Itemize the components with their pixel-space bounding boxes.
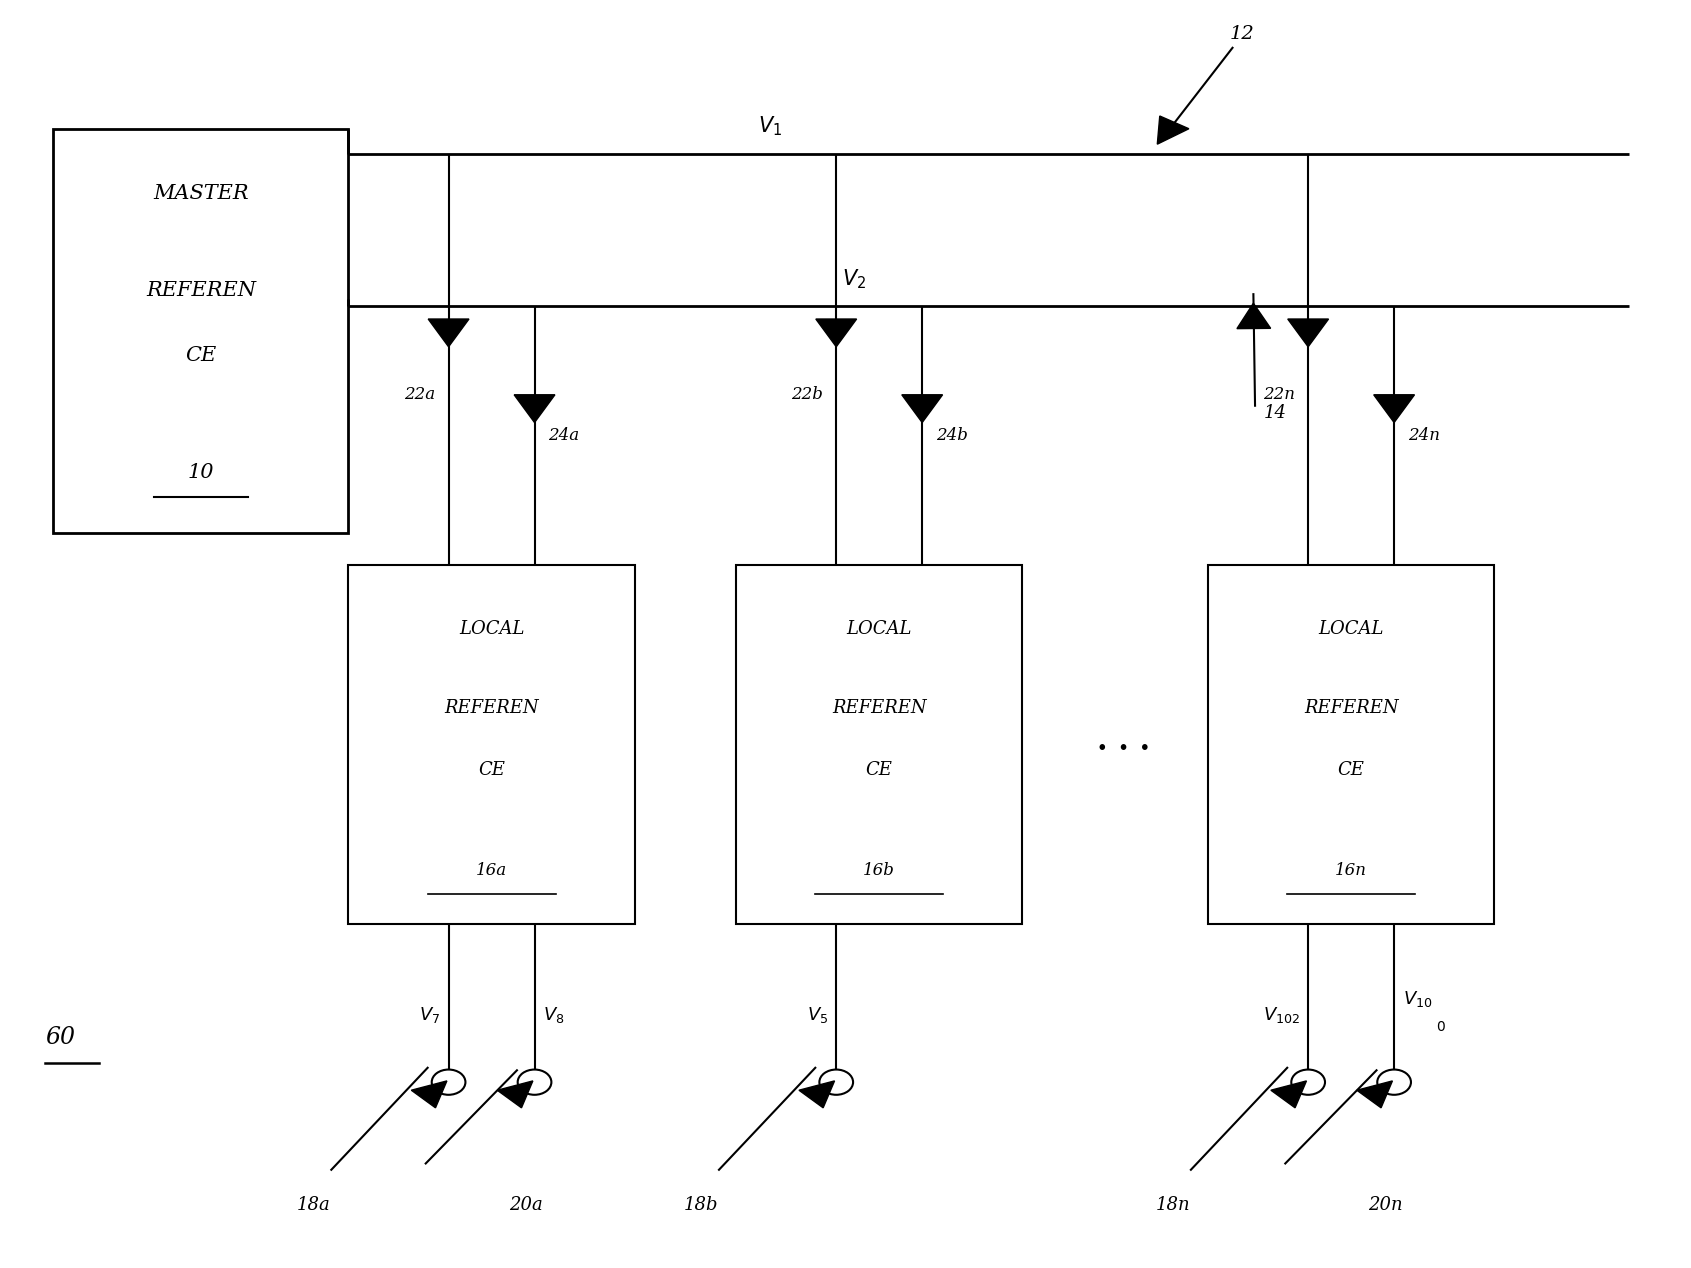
Text: 22a: 22a	[404, 387, 435, 403]
Text: CE: CE	[186, 346, 216, 365]
Text: LOCAL: LOCAL	[1319, 620, 1383, 638]
Polygon shape	[798, 1080, 835, 1108]
Text: MASTER: MASTER	[152, 184, 249, 203]
Text: 10: 10	[188, 463, 215, 482]
Text: REFEREN: REFEREN	[1304, 700, 1398, 718]
Text: REFEREN: REFEREN	[832, 700, 927, 718]
Polygon shape	[428, 320, 468, 346]
Text: 18a: 18a	[298, 1196, 331, 1213]
Text: $0$: $0$	[1436, 1021, 1446, 1035]
Text: $V_7$: $V_7$	[419, 1006, 440, 1026]
Text: $V_{102}$: $V_{102}$	[1263, 1006, 1300, 1026]
Text: 24a: 24a	[548, 426, 578, 444]
Polygon shape	[1289, 320, 1329, 346]
Text: REFEREN: REFEREN	[445, 700, 539, 718]
Text: 12: 12	[1229, 25, 1255, 43]
Text: 24n: 24n	[1407, 426, 1439, 444]
Bar	[736, 564, 1023, 924]
Bar	[1207, 564, 1495, 924]
Text: 16b: 16b	[864, 862, 895, 879]
Polygon shape	[1373, 394, 1414, 422]
Text: 18b: 18b	[685, 1196, 719, 1213]
Text: 16a: 16a	[475, 862, 507, 879]
Polygon shape	[901, 394, 942, 422]
Text: 18n: 18n	[1157, 1196, 1190, 1213]
Text: 20a: 20a	[509, 1196, 543, 1213]
Polygon shape	[497, 1080, 533, 1108]
Text: CE: CE	[1338, 761, 1365, 779]
Text: REFEREN: REFEREN	[145, 281, 255, 301]
Bar	[348, 564, 634, 924]
Text: $V_2$: $V_2$	[842, 268, 866, 290]
Text: CE: CE	[479, 761, 506, 779]
Bar	[54, 129, 348, 533]
Text: $V_5$: $V_5$	[807, 1006, 829, 1026]
Text: 24b: 24b	[935, 426, 967, 444]
Polygon shape	[815, 320, 857, 346]
Text: 22n: 22n	[1263, 387, 1295, 403]
Text: 20n: 20n	[1368, 1196, 1404, 1213]
Polygon shape	[1236, 303, 1270, 328]
Text: 16n: 16n	[1336, 862, 1366, 879]
Polygon shape	[411, 1080, 446, 1108]
Text: CE: CE	[866, 761, 893, 779]
Polygon shape	[1272, 1080, 1307, 1108]
Text: . . .: . . .	[1097, 725, 1150, 757]
Text: $V_8$: $V_8$	[543, 1006, 565, 1026]
Text: 22b: 22b	[791, 387, 824, 403]
Text: $V_{10}$: $V_{10}$	[1402, 989, 1432, 1009]
Text: $V_1$: $V_1$	[758, 114, 781, 138]
Text: 14: 14	[1263, 404, 1287, 422]
Text: 60: 60	[46, 1027, 74, 1050]
Text: LOCAL: LOCAL	[458, 620, 524, 638]
Polygon shape	[1356, 1080, 1392, 1108]
Polygon shape	[514, 394, 555, 422]
Text: LOCAL: LOCAL	[847, 620, 911, 638]
Polygon shape	[1157, 115, 1189, 145]
